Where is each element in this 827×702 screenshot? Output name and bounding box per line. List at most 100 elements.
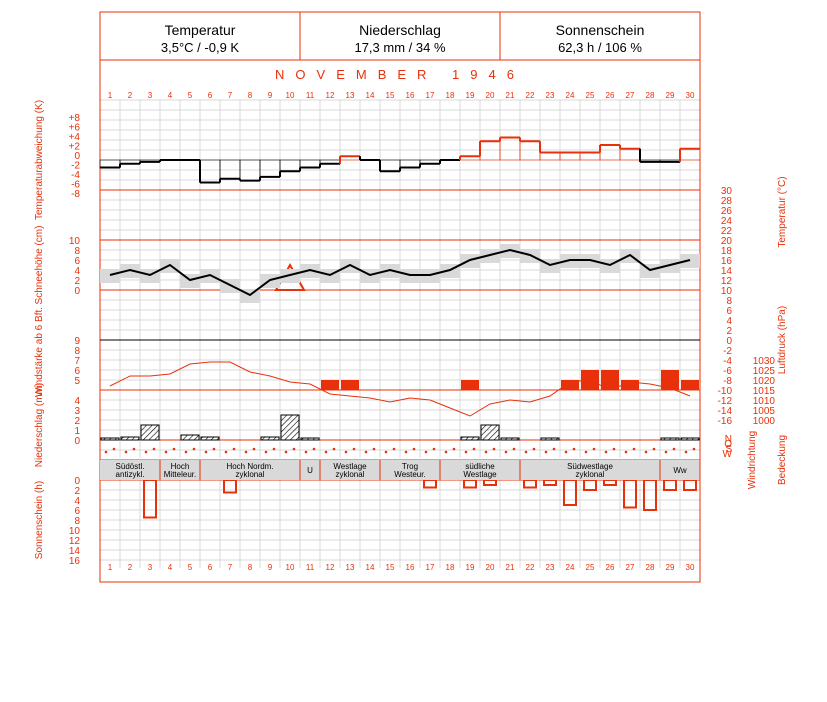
wind-force-bar <box>321 380 339 390</box>
wind-direction-dot <box>484 450 488 454</box>
wind-tick: 9 <box>74 336 80 347</box>
sunshine-title: Sonnenschein <box>556 22 645 38</box>
wind-direction-tick: W <box>723 449 733 460</box>
weather-type-label: zyklonal <box>576 470 605 479</box>
temperature-tick: 20 <box>721 236 733 247</box>
cloud-cover-dot <box>472 447 476 451</box>
day-label: 4 <box>168 91 173 100</box>
precipitation-bar <box>200 436 220 441</box>
chart-marks <box>99 136 701 519</box>
wind-tick: 7 <box>74 356 80 367</box>
day-label: 2 <box>128 563 133 572</box>
day-label: 22 <box>526 563 535 572</box>
day-label: 5 <box>188 91 193 100</box>
temp-deviation-bar <box>599 144 621 161</box>
day-label: 20 <box>486 563 495 572</box>
day-label: 4 <box>168 563 173 572</box>
temp-deviation-bar <box>519 140 541 161</box>
cloud-cover-dot <box>532 447 536 451</box>
wind-direction-dot <box>644 450 648 454</box>
wind-force-bar <box>621 380 639 390</box>
wind-force-bar <box>601 370 619 390</box>
wind-force-bar <box>341 380 359 390</box>
day-label: 27 <box>626 563 635 572</box>
cloud-cover-dot <box>332 447 336 451</box>
temperature-tick: 14 <box>721 266 733 277</box>
cloud-cover-dot <box>692 447 696 451</box>
snow-tick: 0 <box>74 286 80 297</box>
temp-deviation-bar <box>299 159 321 168</box>
temp-dev-tick: -8 <box>71 189 80 200</box>
temp-dev-tick: +8 <box>69 113 81 124</box>
temperature-tick: -10 <box>718 386 733 397</box>
sunshine-bar <box>463 479 477 489</box>
day-label: 14 <box>366 563 375 572</box>
cloud-cover-dot <box>372 447 376 451</box>
weather-type-label: U <box>307 466 313 475</box>
pressure-tick: 1020 <box>753 376 776 387</box>
day-label: 3 <box>148 91 153 100</box>
precipitation-bar <box>480 424 500 441</box>
day-label: 19 <box>466 91 475 100</box>
day-label: 28 <box>646 563 655 572</box>
weather-type-label: Hoch Nordm. <box>226 462 273 471</box>
cloud-cover-dot <box>112 447 116 451</box>
day-label: 11 <box>306 563 315 572</box>
temperature-tick: -16 <box>718 416 733 427</box>
cloud-cover-dot <box>512 447 516 451</box>
sunshine-tick: 8 <box>74 516 80 527</box>
pressure-tick: 1030 <box>753 356 776 367</box>
day-label: 23 <box>546 91 555 100</box>
cloud-cover-dot <box>212 447 216 451</box>
day-label: 22 <box>526 91 535 100</box>
wind-direction-dot <box>304 450 308 454</box>
cloud-cover-dot <box>672 447 676 451</box>
cloud-cover-axis-label: Bedeckung <box>777 435 788 485</box>
day-label: 13 <box>346 91 355 100</box>
sunshine-bar <box>563 479 577 506</box>
chart-frame <box>99 11 701 583</box>
day-label: 13 <box>346 563 355 572</box>
temperature-tick: -8 <box>723 376 732 387</box>
temperature-range-band <box>100 269 120 283</box>
cloud-cover-dot <box>312 447 316 451</box>
temp-deviation-bar <box>399 159 421 168</box>
wind-direction-dot <box>244 450 248 454</box>
temperature-tick: -6 <box>723 366 732 377</box>
temp-deviation-bar <box>539 152 561 161</box>
day-label: 10 <box>286 563 295 572</box>
day-label: 30 <box>686 563 695 572</box>
precip-axis-label: Niederschlag (mm) <box>34 383 45 467</box>
precip-tick: 2 <box>74 416 80 427</box>
day-label: 29 <box>666 91 675 100</box>
precipitation-bar <box>540 437 560 441</box>
sunshine-tick: 10 <box>69 526 81 537</box>
wind-force-bar <box>661 370 679 390</box>
day-label: 20 <box>486 91 495 100</box>
temperature-tick: -14 <box>718 406 733 417</box>
wind-direction-dot <box>664 450 668 454</box>
day-label: 6 <box>208 563 213 572</box>
cloud-cover-dot <box>572 447 576 451</box>
sunshine-bar <box>643 479 657 511</box>
temp-deviation-bar <box>219 159 241 180</box>
day-label: 8 <box>248 563 253 572</box>
wind-direction-dot <box>344 450 348 454</box>
day-label: 21 <box>506 563 515 572</box>
day-label: 15 <box>386 91 395 100</box>
temperature-tick: 4 <box>726 316 732 327</box>
cloud-cover-dot <box>612 447 616 451</box>
weather-type-band <box>100 460 700 480</box>
wind-direction-tick: S <box>725 444 732 455</box>
precip-tick: 1 <box>74 426 80 437</box>
day-label: 29 <box>666 563 675 572</box>
cloud-cover-dot <box>412 447 416 451</box>
day-label: 27 <box>626 91 635 100</box>
day-label: 15 <box>386 563 395 572</box>
temperature-tick: 28 <box>721 196 733 207</box>
day-label: 7 <box>228 563 233 572</box>
temperature-tick: 26 <box>721 206 733 217</box>
day-label: 28 <box>646 91 655 100</box>
weather-type-label: Trog <box>402 462 418 471</box>
